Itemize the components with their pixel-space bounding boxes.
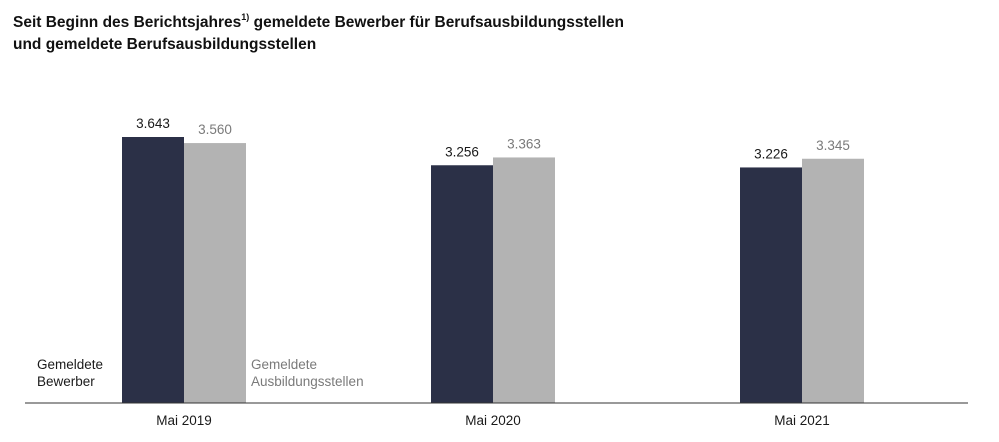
bar-bewerber-2 — [431, 165, 493, 403]
legend-group: Gemeldete Bewerber Gemeldete Ausbildungsste… — [37, 357, 364, 389]
category-label-1: Mai 2019 — [156, 413, 212, 428]
value-label-bewerber-3: 3.226 — [754, 146, 788, 161]
bars-group — [122, 137, 864, 403]
legend-stellen-line-1: Gemeldete — [251, 357, 317, 372]
title-line2-text: und gemeldete Berufsausbildungsstellen — [13, 36, 317, 53]
title-line1-text: Seit Beginn des Berichtsjahres — [13, 14, 242, 31]
value-labels-group: 3.643 3.560 3.256 3.363 3.226 3.345 — [136, 116, 850, 161]
value-label-stellen-3: 3.345 — [816, 138, 850, 153]
category-label-3: Mai 2021 — [774, 413, 830, 428]
legend-bewerber-line-2: Bewerber — [37, 374, 95, 389]
value-label-bewerber-2: 3.256 — [445, 144, 479, 159]
value-label-bewerber-1: 3.643 — [136, 116, 170, 131]
title-line1-rest: gemeldete Bewerber für Berufsausbildungs… — [249, 14, 624, 31]
value-label-stellen-2: 3.363 — [507, 136, 541, 151]
bar-bewerber-1 — [122, 137, 184, 403]
chart-title: Seit Beginn des Berichtsjahres1) gemelde… — [13, 12, 624, 56]
bar-stellen-2 — [493, 157, 555, 403]
bar-bewerber-3 — [740, 167, 802, 403]
bar-stellen-1 — [184, 143, 246, 403]
category-labels-group: Mai 2019 Mai 2020 Mai 2021 — [156, 413, 830, 428]
bar-stellen-3 — [802, 158, 864, 403]
category-label-2: Mai 2020 — [465, 413, 521, 428]
footnote-marker: 1) — [241, 11, 250, 22]
value-label-stellen-1: 3.560 — [198, 122, 232, 137]
legend-stellen-line-2: Ausbildungsstellen — [251, 374, 364, 389]
legend-bewerber-line-1: Gemeldete — [37, 357, 103, 372]
